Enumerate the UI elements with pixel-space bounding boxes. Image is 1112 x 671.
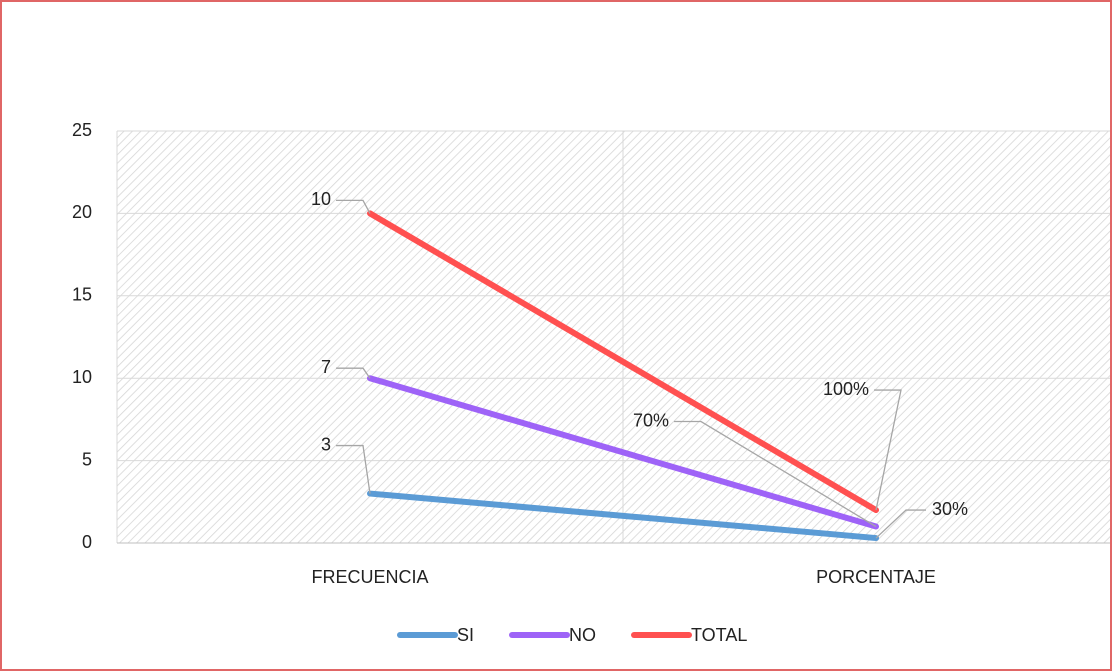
series-line bbox=[367, 210, 879, 514]
y-tick-label: 0 bbox=[82, 532, 92, 552]
label-leader bbox=[674, 420, 877, 528]
y-tick-label: 20 bbox=[72, 202, 92, 222]
y-tick-label: 15 bbox=[72, 285, 92, 305]
label-leader bbox=[336, 367, 371, 379]
data-label: 30% bbox=[932, 499, 968, 519]
data-label: 10 bbox=[311, 189, 331, 209]
data-label: 7 bbox=[321, 357, 331, 377]
x-tick-label: PORCENTAJE bbox=[816, 567, 936, 587]
y-tick-label: 10 bbox=[72, 367, 92, 387]
series-line bbox=[367, 490, 879, 542]
data-label: 70% bbox=[633, 410, 669, 430]
label-leader bbox=[875, 509, 926, 539]
y-tick-label: 25 bbox=[72, 120, 92, 140]
x-tick-label: FRECUENCIA bbox=[311, 567, 428, 587]
y-tick-label: 5 bbox=[82, 449, 92, 469]
legend-label: NO bbox=[569, 625, 596, 645]
series-line bbox=[367, 375, 879, 530]
legend-label: TOTAL bbox=[691, 625, 747, 645]
label-leader bbox=[336, 199, 371, 214]
label-leader bbox=[874, 389, 902, 511]
legend-label: SI bbox=[457, 625, 474, 645]
plot-area bbox=[117, 131, 1110, 543]
data-label: 100% bbox=[823, 379, 869, 399]
data-label: 3 bbox=[321, 434, 331, 454]
label-leader bbox=[336, 444, 371, 494]
